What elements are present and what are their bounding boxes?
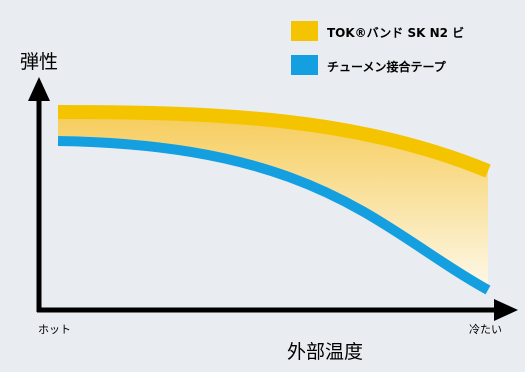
tok-band-curve	[57, 105, 491, 178]
y-axis-label: 弾性	[20, 51, 59, 73]
legend-swatch-chumen	[291, 55, 318, 75]
y-axis-arrow	[28, 77, 50, 101]
x-axis-arrow	[494, 299, 518, 321]
x-axis-start-label: ホット	[38, 323, 71, 336]
x-axis-end-label: 冷たい	[469, 323, 502, 336]
performance-gap-area	[58, 112, 488, 288]
x-axis-title: 外部温度	[287, 341, 364, 363]
legend-swatch-tok	[291, 21, 318, 41]
legend-label-chumen: チューメン接合テープ	[327, 60, 446, 74]
chumen-tape-curve	[57, 136, 491, 295]
legend-label-tok: TOK®バンド SK N2 ビ	[327, 26, 465, 40]
